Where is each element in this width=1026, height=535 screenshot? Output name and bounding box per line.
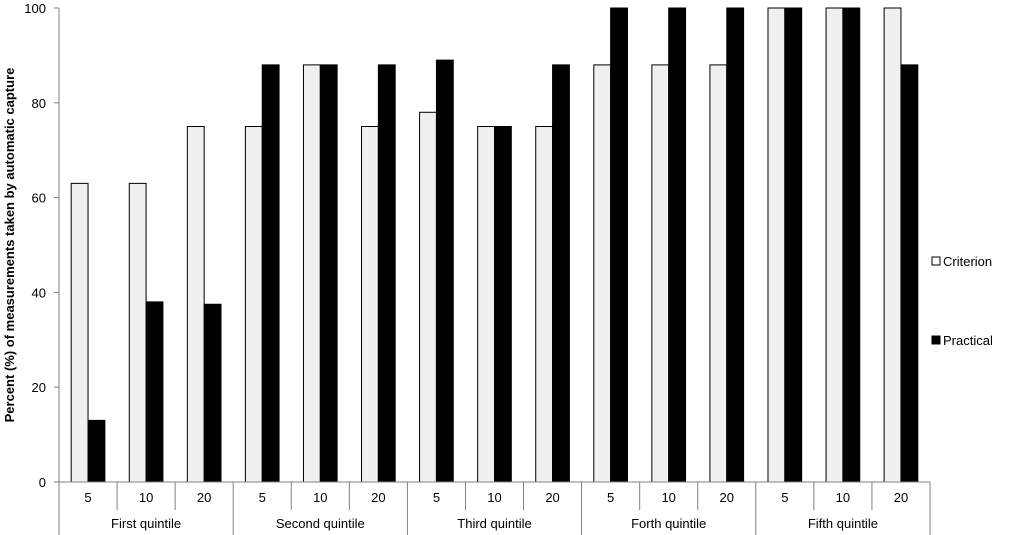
x-tick-label: 5 — [84, 490, 91, 505]
bar-criterion — [535, 126, 554, 483]
y-tick-label: 60 — [32, 191, 46, 206]
x-tick-label: 10 — [487, 490, 501, 505]
bar-criterion — [593, 64, 612, 483]
y-axis-ticks: 0 20 40 60 80 100 — [24, 1, 59, 490]
bar-criterion — [361, 126, 379, 483]
bar-criterion — [70, 182, 89, 483]
bars — [70, 7, 919, 483]
bar-criterion — [651, 64, 670, 483]
bar-practical — [668, 7, 687, 483]
bar-practical — [145, 301, 164, 483]
bar-criterion — [767, 7, 786, 483]
bar-practical — [842, 7, 861, 483]
legend-swatch-practical — [931, 335, 941, 345]
bar-practical — [261, 64, 280, 483]
bar-practical — [726, 7, 745, 483]
bar-practical — [87, 419, 106, 483]
legend-label-practical: Practical — [943, 333, 993, 348]
bar-practical — [784, 7, 803, 483]
legend: Criterion Practical — [931, 254, 993, 348]
legend-swatch-criterion — [931, 256, 941, 266]
x-tick-label: 20 — [545, 490, 559, 505]
bar-practical — [494, 126, 512, 483]
x-tick-label: 20 — [197, 490, 211, 505]
y-tick-label: 100 — [24, 1, 46, 16]
group-label: Fifth quintile — [808, 516, 878, 531]
group-label: Second quintile — [276, 516, 365, 531]
bar-criterion — [825, 7, 844, 483]
bar-criterion — [709, 64, 728, 483]
bar-practical — [319, 64, 338, 483]
bar-practical — [552, 64, 570, 483]
y-tick-label: 40 — [32, 285, 46, 300]
bar-criterion — [244, 126, 263, 483]
x-tick-label: 5 — [781, 490, 788, 505]
x-tick-label: 10 — [313, 490, 327, 505]
bar-criterion — [477, 126, 496, 483]
group-label: Third quintile — [457, 516, 531, 531]
x-tick-label: 5 — [607, 490, 614, 505]
x-tick-label: 20 — [894, 490, 908, 505]
x-tick-label: 20 — [720, 490, 734, 505]
group-label: First quintile — [111, 516, 181, 531]
y-axis-title: Percent (%) of measurements taken by aut… — [2, 68, 17, 423]
y-tick-label: 20 — [32, 380, 46, 395]
bar-practical — [900, 64, 919, 483]
x-tick-label: 10 — [139, 490, 153, 505]
y-tick-label: 0 — [39, 475, 46, 490]
bar-practical — [435, 59, 454, 483]
bar-criterion — [883, 7, 902, 483]
bar-practical — [377, 64, 396, 483]
bar-criterion — [302, 64, 321, 483]
bar-practical — [203, 303, 222, 483]
group-label: Forth quintile — [631, 516, 706, 531]
x-axis: 5 10 20 5 10 20 5 10 20 5 10 20 5 10 20 First quintile S… — [58, 481, 931, 535]
x-tick-label: 10 — [661, 490, 675, 505]
x-tick-label: 5 — [259, 490, 266, 505]
bar-criterion — [186, 126, 205, 483]
x-tick-label: 5 — [433, 490, 440, 505]
legend-label-criterion: Criterion — [943, 254, 992, 269]
bar-criterion — [128, 182, 147, 483]
bar-practical — [610, 7, 628, 483]
x-tick-label: 10 — [836, 490, 850, 505]
x-tick-label: 20 — [371, 490, 385, 505]
bar-criterion — [419, 111, 437, 483]
y-tick-label: 80 — [32, 96, 46, 111]
